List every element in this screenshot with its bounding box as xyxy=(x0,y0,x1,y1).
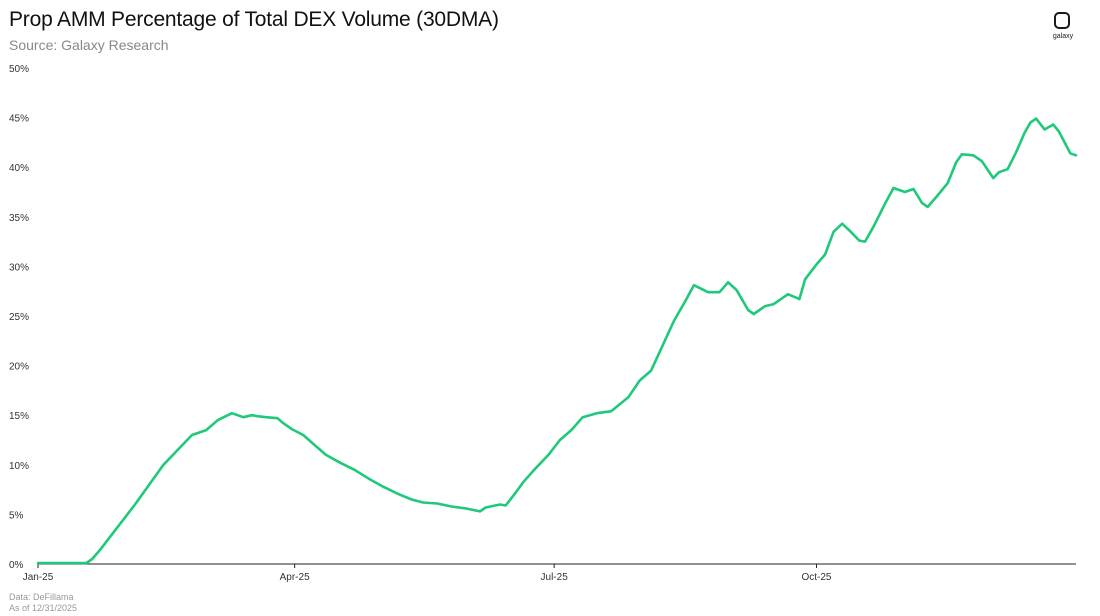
series-line xyxy=(36,117,1078,565)
y-tick-label: 0% xyxy=(9,560,24,571)
x-tick-label: Oct-25 xyxy=(801,572,831,583)
y-tick-label: 25% xyxy=(9,312,29,323)
y-tick-label: 15% xyxy=(9,411,29,422)
galaxy-logo-icon xyxy=(1054,12,1070,29)
y-tick-label: 50% xyxy=(9,64,29,75)
galaxy-logo-text: galaxy xyxy=(1052,33,1074,40)
y-tick-label: 30% xyxy=(9,262,29,273)
y-tick-label: 10% xyxy=(9,461,29,472)
data-source-note: Data: DeFillama xyxy=(9,592,74,602)
as-of-note: As of 12/31/2025 xyxy=(9,603,78,613)
y-axis-ticks: 0% 5% 10% 15% 20% 25% 30% 35% 40% 45% 50% xyxy=(9,64,29,571)
chart-title: Prop AMM Percentage of Total DEX Volume … xyxy=(9,8,499,31)
x-tick-label: Apr-25 xyxy=(280,572,310,583)
y-tick-label: 40% xyxy=(9,163,29,174)
galaxy-logo: galaxy xyxy=(1048,12,1078,46)
x-tick-label: Jan-25 xyxy=(23,572,54,583)
y-tick-label: 5% xyxy=(9,510,24,521)
y-tick-label: 35% xyxy=(9,213,29,224)
series-layer xyxy=(36,117,1078,565)
x-axis-ticks: Jan-25 Apr-25 Jul-25 Oct-25 xyxy=(23,564,832,583)
x-tick-label: Jul-25 xyxy=(541,572,569,583)
y-tick-label: 20% xyxy=(9,362,29,373)
y-tick-label: 45% xyxy=(9,114,29,125)
chart-subtitle: Source: Galaxy Research xyxy=(9,37,169,53)
